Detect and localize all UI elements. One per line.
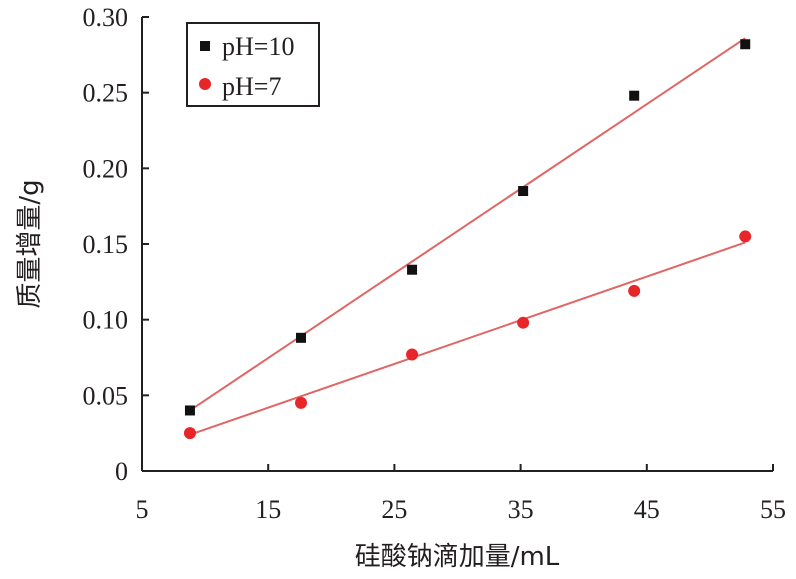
data-point-ph10	[740, 39, 751, 50]
x-tick-label: 45	[634, 495, 660, 524]
data-point-ph10	[518, 186, 529, 197]
data-point-ph10	[184, 405, 195, 416]
x-tick-label: 25	[381, 495, 407, 524]
y-tick-label: 0.10	[83, 306, 129, 335]
x-tick-label: 35	[508, 495, 534, 524]
legend-box	[186, 22, 320, 107]
data-point-ph7	[517, 316, 530, 329]
y-tick-label: 0.05	[83, 381, 129, 410]
x-axis-title: 硅酸钠滴加量/mL	[355, 542, 560, 572]
y-tick-label: 0	[115, 457, 128, 486]
y-tick-label: 0.25	[83, 79, 129, 108]
x-ticks: 5 15 25 35 45 55	[136, 464, 786, 524]
data-point-ph7	[628, 284, 641, 297]
y-tick-label: 0.20	[83, 154, 129, 183]
legend-marker-ph10	[200, 41, 210, 51]
fit-line-series-0	[189, 37, 746, 412]
y-ticks: 0 0.05 0.10 0.15 0.20 0.25 0.30	[83, 3, 149, 486]
y-axis-title: 质量增量/g	[15, 179, 45, 308]
y-tick-label: 0.30	[83, 3, 129, 32]
legend: pH=10 pH=7	[186, 22, 320, 107]
data-point-ph7	[739, 230, 752, 243]
x-tick-label: 5	[136, 495, 149, 524]
x-tick-label: 55	[760, 495, 786, 524]
data-point-ph10	[296, 332, 307, 343]
data-point-ph7	[295, 396, 308, 409]
legend-label-ph7: pH=7	[222, 72, 281, 101]
data-point-ph10	[629, 90, 640, 101]
data-points	[183, 39, 752, 440]
x-tick-label: 15	[255, 495, 281, 524]
y-tick-label: 0.15	[83, 230, 129, 259]
legend-label-ph10: pH=10	[222, 32, 294, 61]
fit-lines	[189, 37, 746, 436]
fit-line-series-1	[189, 241, 746, 436]
data-point-ph7	[183, 427, 196, 440]
legend-marker-ph7	[199, 78, 211, 90]
data-point-ph7	[406, 348, 419, 361]
data-point-ph10	[407, 264, 418, 275]
